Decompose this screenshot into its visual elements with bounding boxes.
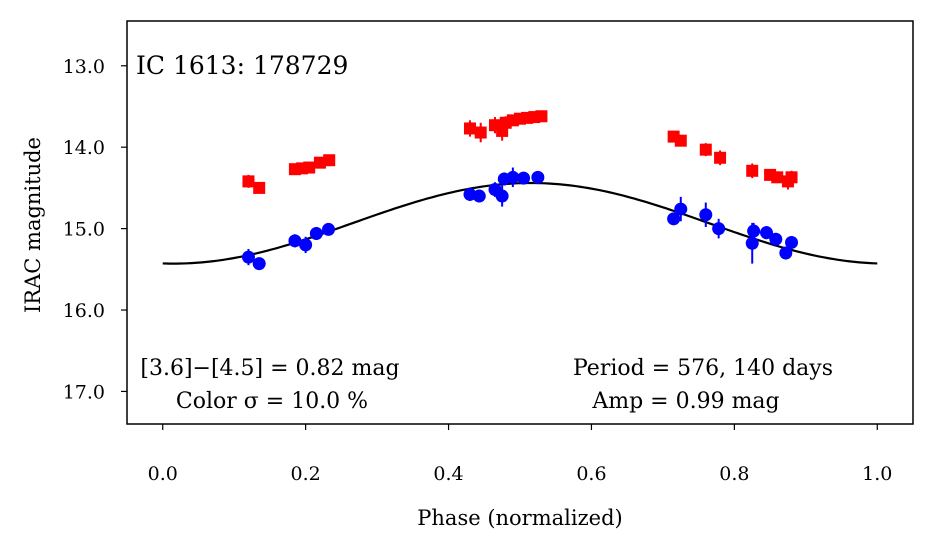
data-point-circle xyxy=(241,250,255,264)
color-sigma-annotation: Color σ = 10.0 % xyxy=(176,389,368,414)
data-point-square xyxy=(771,171,784,184)
x-tick-label: 1.0 xyxy=(862,463,892,485)
plot-area xyxy=(127,21,913,424)
data-point-square xyxy=(714,151,727,164)
data-point-square xyxy=(499,116,512,129)
data-point-circle xyxy=(769,232,783,246)
plot-frame xyxy=(126,20,914,425)
data-point-square xyxy=(242,175,255,188)
data-point-circle xyxy=(495,189,509,203)
chart-title: IC 1613: 178729 xyxy=(136,51,348,80)
data-point-circle xyxy=(517,171,531,185)
data-point-square xyxy=(746,164,759,177)
data-point-circle xyxy=(699,208,713,222)
data-point-circle xyxy=(472,189,486,203)
y-tick-label: 16.0 xyxy=(63,300,105,322)
data-point-square xyxy=(303,161,316,174)
data-point-circle xyxy=(299,238,313,252)
y-tick-label: 14.0 xyxy=(63,137,105,159)
data-point-circle xyxy=(779,246,793,260)
data-point-circle xyxy=(288,234,302,248)
data-point-circle xyxy=(760,226,774,240)
data-point-square xyxy=(474,126,487,139)
data-point-circle xyxy=(667,212,681,226)
x-tick-label: 0.6 xyxy=(576,463,606,485)
data-point-square xyxy=(674,134,687,147)
y-axis-label: IRAC magnitude xyxy=(21,137,45,313)
data-point-square xyxy=(785,171,798,184)
data-point-circle xyxy=(309,226,323,240)
period-annotation: Period = 576, 140 days xyxy=(573,356,833,381)
axis-ticks: 0.0 0.2 0.4 0.6 0.8 1.0 13.0 14.0 15.0 16.0 17.0 xyxy=(63,56,893,485)
data-point-circle xyxy=(745,236,759,250)
data-point-circle xyxy=(747,224,761,238)
data-point-square xyxy=(699,143,712,156)
data-point-circle xyxy=(322,222,336,236)
x-tick-label: 0.2 xyxy=(291,463,321,485)
x-tick-label: 0.4 xyxy=(433,463,463,485)
data-point-square xyxy=(313,156,326,169)
data-point-circle xyxy=(252,257,266,271)
data-point-circle xyxy=(712,222,726,236)
amplitude-annotation: Amp = 0.99 mag xyxy=(591,389,779,414)
y-tick-label: 15.0 xyxy=(63,219,105,241)
data-point-square xyxy=(463,122,476,135)
data-point-square xyxy=(535,110,548,123)
data-point-circle xyxy=(506,170,520,184)
data-point-circle xyxy=(785,235,799,249)
data-point-circle xyxy=(674,202,688,216)
plot-marks xyxy=(162,110,878,271)
data-point-square xyxy=(323,154,336,167)
color-annotation: [3.6]−[4.5] = 0.82 mag xyxy=(140,356,399,381)
x-tick-label: 0.0 xyxy=(148,463,178,485)
y-tick-label: 17.0 xyxy=(63,381,105,403)
y-tick-label: 13.0 xyxy=(63,56,105,78)
data-point-square xyxy=(253,181,266,194)
data-point-circle xyxy=(531,170,545,184)
x-tick-label: 0.8 xyxy=(719,463,749,485)
x-axis-label: Phase (normalized) xyxy=(417,506,622,530)
